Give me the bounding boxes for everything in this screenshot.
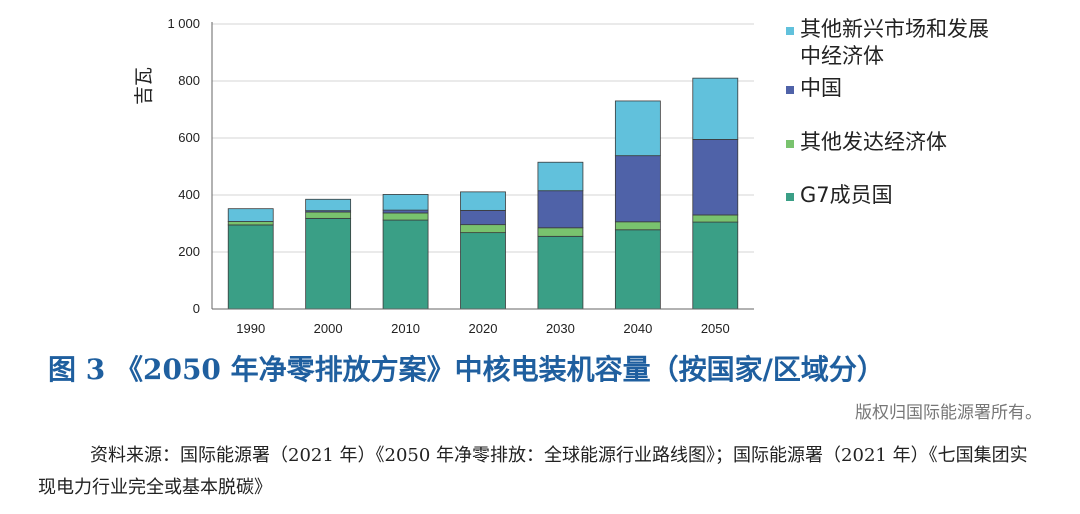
bar-segment — [460, 209, 506, 226]
bar-segment — [614, 221, 661, 231]
y-tick-label: 400 — [178, 187, 200, 202]
y-tick-label: 1 000 — [167, 16, 200, 31]
figure-title: 图 3 《2050 年净零排放方案》中核电装机容量（按国家/区域分） — [48, 353, 885, 386]
bar-segment — [460, 224, 506, 234]
x-tick-labels: 1990 2000 2010 2020 2030 2040 2050 — [236, 321, 729, 336]
source-note: 资料来源：国际能源署（2021 年）《2050 年净零排放：全球能源行业路线图》… — [38, 445, 1028, 498]
legend-item: 中国 — [786, 75, 1016, 102]
x-tick-label: 2000 — [314, 321, 343, 336]
legend: 其他新兴市场和发展中经济体 中国 其他发达经济体 G7成员国 — [786, 16, 1016, 209]
bar-segment — [382, 209, 429, 214]
bars — [227, 77, 739, 310]
bar-segment — [382, 194, 429, 211]
bar-segment — [460, 191, 506, 211]
bar-segment — [227, 221, 274, 226]
x-tick-label: 2030 — [546, 321, 575, 336]
bar-segment — [537, 235, 584, 310]
legend-swatch — [786, 86, 794, 94]
bar-segment — [692, 214, 739, 223]
bar-segment — [460, 232, 506, 310]
legend-swatch — [786, 140, 794, 148]
y-tick-label: 800 — [178, 73, 200, 88]
y-tick-label: 200 — [178, 244, 200, 259]
bar-segment — [614, 155, 661, 223]
legend-label: 其他发达经济体 — [800, 130, 947, 154]
bar-segment — [692, 139, 739, 216]
x-tick-label: 2040 — [623, 321, 652, 336]
bar-segment — [692, 221, 739, 310]
x-tick-label: 2050 — [701, 321, 730, 336]
bar-segment — [382, 219, 429, 310]
chart: 0 200 400 600 800 1 000 1990 2000 2010 2020 2030 2… — [133, 16, 754, 336]
legend-label: 其他新兴市场和发展中经济体 — [800, 17, 989, 68]
bar-segment — [614, 229, 661, 310]
bar-segment — [305, 211, 352, 219]
bar-segment — [537, 227, 584, 237]
axes — [211, 22, 754, 310]
x-tick-label: 2010 — [391, 321, 420, 336]
bar-segment — [614, 100, 661, 157]
bar-segment — [692, 77, 739, 140]
legend-item: G7成员国 — [786, 182, 1016, 209]
gridlines — [212, 23, 754, 253]
legend-label: 中国 — [800, 76, 842, 100]
bar-segment — [305, 217, 352, 310]
legend-swatch — [786, 193, 794, 201]
legend-item: 其他新兴市场和发展中经济体 — [786, 16, 1000, 70]
bar-segment — [227, 224, 274, 310]
x-tick-label: 1990 — [236, 321, 265, 336]
bar-segment — [382, 212, 429, 221]
y-tick-label: 600 — [178, 130, 200, 145]
bar-segment — [305, 198, 352, 212]
legend-swatch — [786, 27, 794, 35]
bar-segment — [227, 208, 274, 222]
y-tick-labels: 0 200 400 600 800 1 000 — [167, 16, 200, 316]
bar-segment — [537, 190, 584, 229]
y-tick-label: 0 — [193, 301, 200, 316]
legend-item: 其他发达经济体 — [786, 129, 1016, 156]
copyright-note: 版权归国际能源署所有。 — [855, 403, 1042, 423]
legend-label: G7成员国 — [800, 183, 893, 207]
x-tick-label: 2020 — [469, 321, 498, 336]
y-axis-label: 吉瓦 — [133, 67, 155, 105]
bar-segment — [537, 161, 584, 192]
